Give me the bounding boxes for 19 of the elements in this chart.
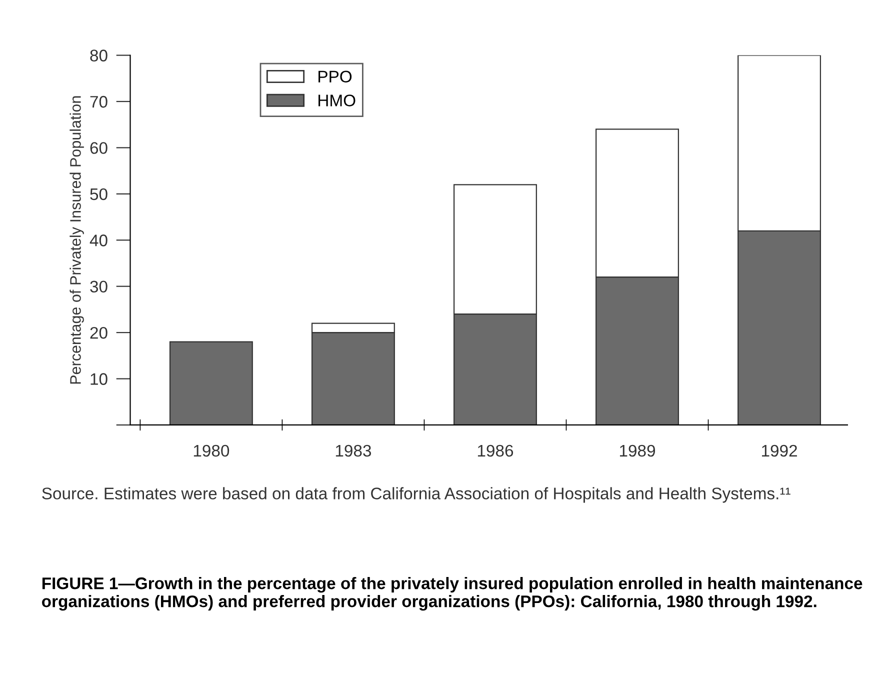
- x-tick-label: 1986: [478, 444, 514, 457]
- y-tick-label: 30: [90, 280, 108, 293]
- legend-label: PPO: [318, 70, 352, 83]
- text: FIGURE 1—Growth in the percentage of the privately insured population enrolled in health maintenance organizations (HMOs) and preferred provider organizations (PPOs): California, 1980 through 1992.: [42, 576, 862, 611]
- y-axis-title: Percentage of Privately Insured Population: [70, 96, 84, 384]
- x-tick-label: 1980: [194, 444, 230, 457]
- source-note: Source. Estimates were based on data from California Association of Hospitals and Health Systems.¹¹: [42, 487, 790, 503]
- y-tick-label: 10: [90, 373, 108, 385]
- x-tick-label: 1989: [620, 444, 655, 457]
- y-tick-label: 40: [90, 234, 108, 246]
- y-tick-label: 20: [90, 326, 108, 339]
- x-tick-label: 1992: [762, 444, 797, 457]
- y-tick-label: 60: [90, 142, 108, 154]
- y-tick-label: 50: [90, 188, 108, 200]
- x-tick-label: 1983: [336, 444, 372, 457]
- bar: [169, 341, 253, 425]
- y-tick-label: 70: [90, 96, 108, 108]
- y-tick-label: 80: [90, 50, 108, 62]
- legend-label: HMO: [318, 94, 356, 106]
